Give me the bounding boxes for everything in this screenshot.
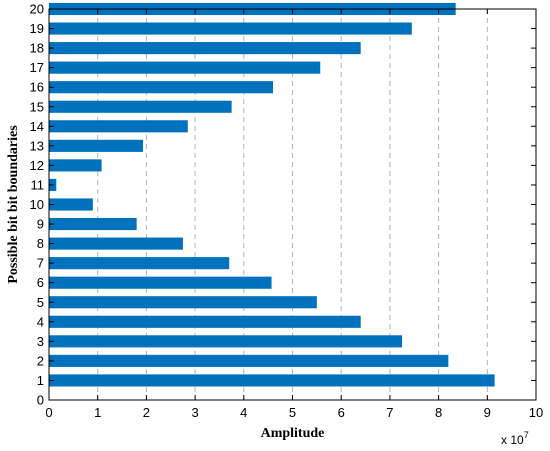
bar-8 (49, 237, 183, 250)
y-tick-label-7: 7 (37, 256, 44, 271)
bar-9 (49, 217, 137, 231)
gridlines (97, 9, 488, 400)
bar-13 (49, 139, 143, 152)
bar-3 (49, 335, 403, 348)
bar-6 (49, 276, 272, 289)
x-tick-label-2: 2 (143, 405, 150, 420)
x-axis-exponent: x 107 (501, 430, 529, 447)
y-tick-label-6: 6 (37, 275, 44, 290)
x-tick-label-7: 7 (386, 405, 393, 420)
bar-16 (49, 81, 274, 94)
y-tick-label-11: 11 (31, 177, 45, 192)
x-tick-label-5: 5 (289, 405, 296, 420)
y-tick-label-3: 3 (37, 334, 44, 349)
x-tick-label-10: 10 (529, 405, 543, 420)
x-tick-label-1: 1 (94, 405, 101, 420)
x-tick-label-4: 4 (240, 405, 247, 420)
y-tick-label-16: 16 (30, 80, 44, 95)
y-tick-label-9: 9 (37, 217, 44, 232)
bars (49, 2, 495, 387)
bar-12 (49, 159, 102, 172)
x-tick-label-8: 8 (435, 405, 442, 420)
bar-1 (49, 374, 495, 387)
y-tick-label-2: 2 (37, 353, 44, 368)
y-tick-label-1: 1 (37, 373, 44, 388)
x-tick-label-0: 0 (45, 405, 52, 420)
bar-5 (49, 296, 317, 309)
y-tick-label-10: 10 (30, 197, 44, 212)
bar-15 (49, 100, 232, 113)
y-tick-label-12: 12 (30, 158, 44, 173)
y-tick-label-19: 19 (30, 21, 44, 36)
y-tick-label-15: 15 (30, 99, 44, 114)
bar-19 (49, 22, 412, 35)
bar-4 (49, 315, 361, 328)
y-tick-label-18: 18 (30, 41, 44, 56)
x-axis-exponent-power: 7 (524, 430, 529, 440)
y-tick-label-8: 8 (37, 236, 44, 251)
y-tick-label-5: 5 (37, 295, 44, 310)
x-tick-label-9: 9 (484, 405, 491, 420)
y-tick-label-13: 13 (30, 138, 44, 153)
bar-17 (49, 61, 321, 74)
bar-10 (49, 198, 93, 211)
x-axis-ticks: 0 1 2 3 4 5 6 7 8 9 10 (45, 9, 543, 420)
y-tick-label-20: 20 (30, 2, 44, 17)
y-axis-title: Possible bit bit boundaries (6, 125, 21, 284)
bar-14 (49, 120, 188, 133)
x-tick-label-3: 3 (191, 405, 198, 420)
y-tick-label-14: 14 (30, 119, 44, 134)
y-tick-label-4: 4 (37, 314, 44, 329)
bar-2 (49, 354, 449, 367)
bar-18 (49, 42, 361, 55)
x-axis-title: Amplitude (261, 426, 325, 441)
bar-7 (49, 257, 230, 270)
x-tick-label-6: 6 (338, 405, 345, 420)
x-axis-exponent-base: x 10 (501, 433, 524, 447)
y-tick-label-0: 0 (37, 393, 44, 408)
y-tick-label-17: 17 (30, 60, 44, 75)
